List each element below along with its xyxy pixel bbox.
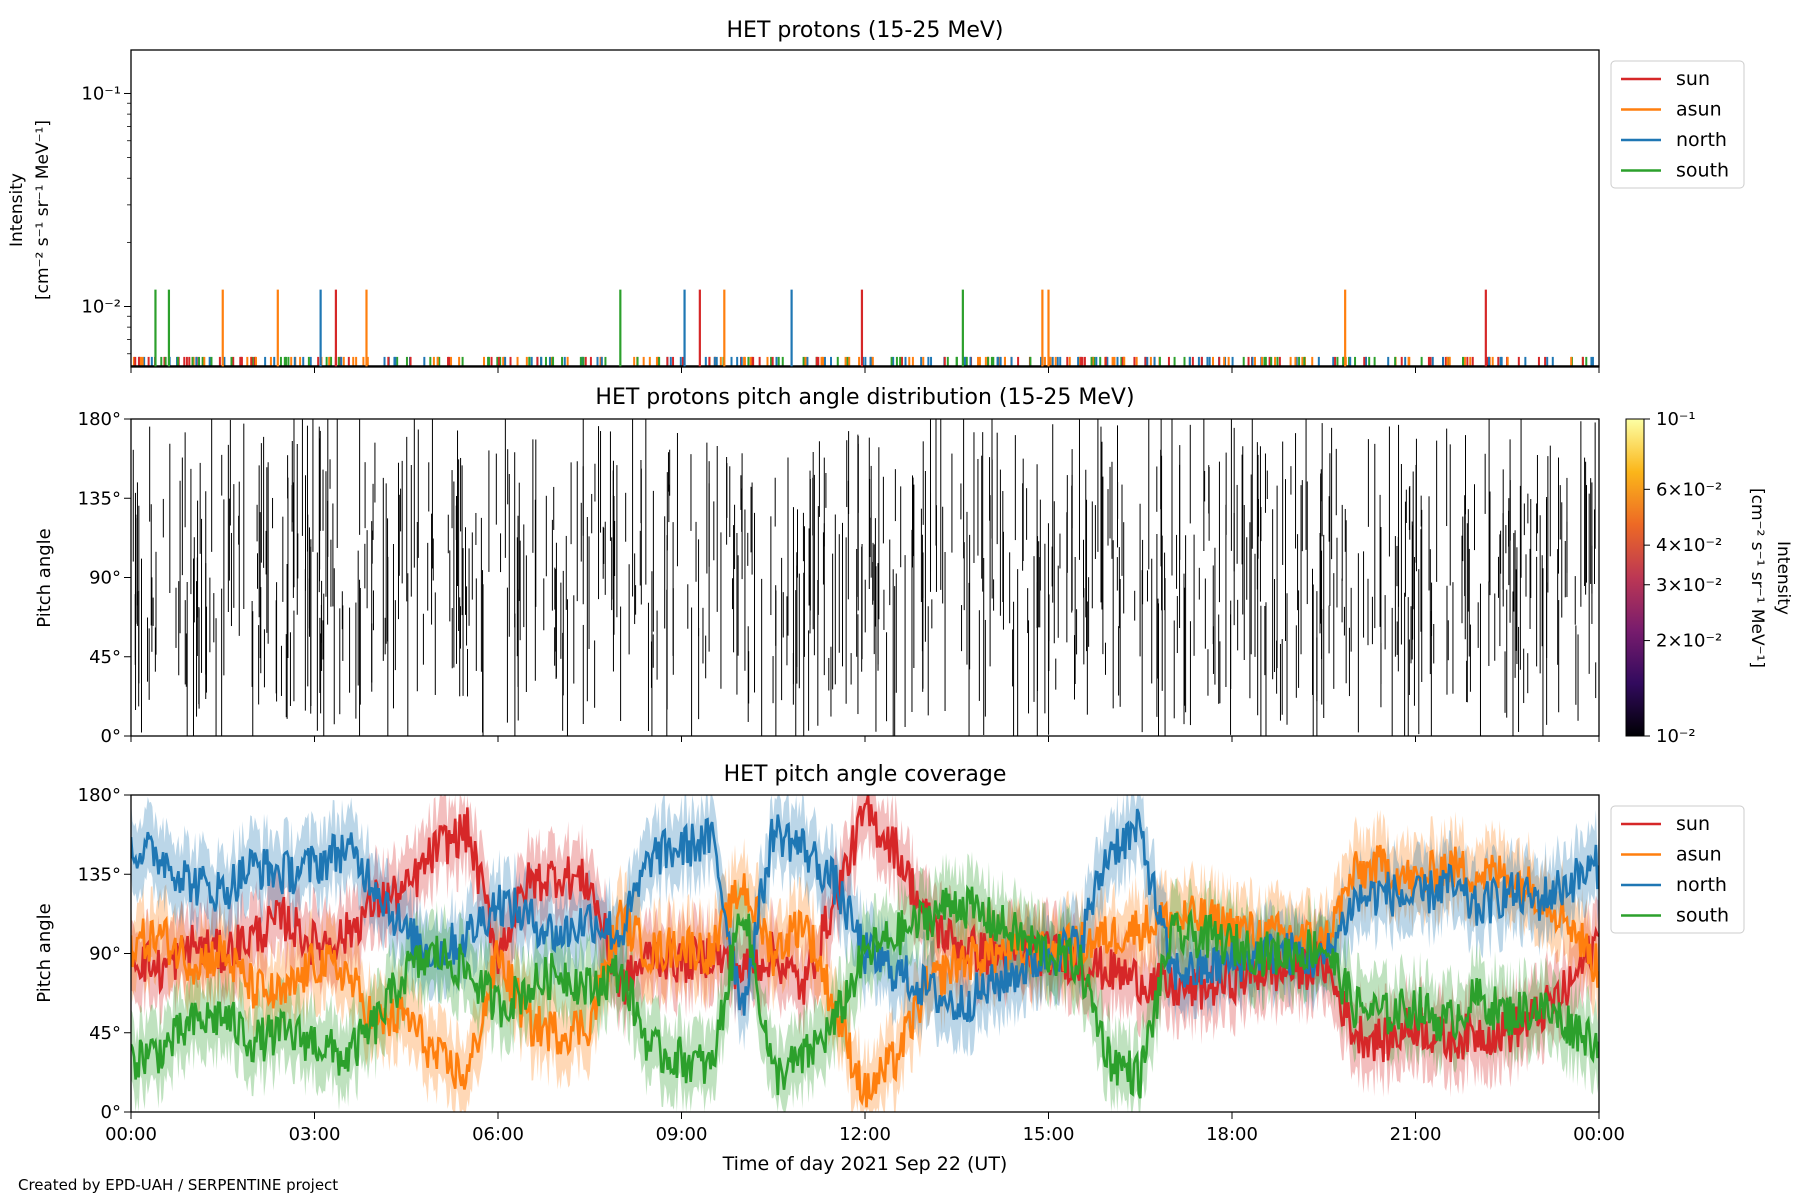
panel2-ylabel: Pitch angle — [34, 528, 55, 627]
panel3-y-tick-label: 180° — [78, 785, 121, 806]
coverage-line-south — [131, 884, 1599, 1099]
colorbar-units: [cm⁻² s⁻¹ sr⁻¹ MeV⁻¹] — [1747, 488, 1767, 668]
colorbar-tick-label: 4×10⁻² — [1656, 535, 1722, 556]
coverage-band-north — [131, 795, 1599, 1057]
panel-pitch-angle-distribution: HET protons pitch angle distribution (15… — [34, 385, 1793, 747]
colorbar-tick-label: 2×10⁻² — [1656, 631, 1722, 652]
panel1-frame — [130, 49, 1600, 368]
x-tick-label: 18:00 — [1206, 1124, 1258, 1145]
x-tick-label: 00:00 — [1573, 1124, 1625, 1145]
panel2-frame — [130, 418, 1600, 737]
colorbar-tick-label: 3×10⁻² — [1656, 575, 1722, 596]
panel2-plot-area — [132, 419, 1597, 736]
panel1-y-tick-label: 10⁻² — [81, 297, 121, 318]
panel1-plot-area — [131, 289, 1599, 367]
coverage-line-north — [131, 808, 1599, 1023]
colorbar-ticks: 10⁻¹ 6×10⁻² 4×10⁻² 3×10⁻² 2×10⁻² 10⁻² — [1644, 409, 1722, 747]
legend-label-south: south — [1676, 905, 1729, 927]
coverage-line-sun — [131, 795, 1599, 1063]
legend-box — [1610, 805, 1745, 934]
legend-label-sun: sun — [1676, 68, 1710, 90]
colorbar-label: Intensity — [1773, 541, 1793, 615]
panel3-ylabel: Pitch angle — [34, 903, 55, 1002]
panel3-plot-area — [131, 795, 1599, 1112]
x-tick-label: 00:00 — [105, 1124, 157, 1145]
coverage-band-sun — [131, 795, 1599, 1098]
panel3-y-tick-label: 135° — [78, 864, 121, 885]
legend-label-north: north — [1676, 874, 1727, 896]
panel1-ylabel-units: [cm⁻² s⁻¹ sr⁻¹ MeV⁻¹] — [33, 120, 53, 300]
x-tick-label: 06:00 — [472, 1124, 524, 1145]
legend-label-sun: sun — [1676, 813, 1710, 835]
panel1-y-axis: 10⁻¹ 10⁻² — [81, 83, 131, 355]
x-tick-label: 03:00 — [289, 1124, 341, 1145]
panel-pitch-angle-coverage: HET pitch angle coverage 0° 45° 90° 135° 180… — [34, 762, 1745, 1175]
colorbar — [1625, 418, 1645, 737]
colorbar-tick-label: 6×10⁻² — [1656, 479, 1722, 500]
panel2-x-ticks — [130, 736, 1600, 742]
x-tick-label: 09:00 — [656, 1124, 708, 1145]
legend-label-south: south — [1676, 160, 1729, 182]
legend-label-asun: asun — [1676, 99, 1722, 121]
panel1-title: HET protons (15-25 MeV) — [727, 18, 1004, 43]
footer-credit: Created by EPD-UAH / SERPENTINE project — [18, 1176, 339, 1194]
legend-box — [1610, 60, 1745, 189]
colorbar-tick-label: 10⁻² — [1656, 726, 1696, 747]
panel2-y-tick-label: 180° — [78, 409, 121, 430]
panel2-title: HET protons pitch angle distribution (15… — [595, 385, 1134, 410]
x-tick-label: 12:00 — [839, 1124, 891, 1145]
panel3-y-axis: 0° 45° 90° 135° 180° — [78, 785, 131, 1123]
panel3-legend: sun asun north south — [1610, 805, 1745, 934]
panel-intensity: HET protons (15-25 MeV) 10⁻¹ 10⁻² Intensi… — [7, 18, 1745, 373]
x-tick-label: 15:00 — [1023, 1124, 1075, 1145]
panel3-x-axis: 00:00 03:00 06:00 09:00 12:00 15:00 18:00 21:00… — [105, 1112, 1625, 1145]
x-tick-label: 21:00 — [1390, 1124, 1442, 1145]
colorbar-tick-label: 10⁻¹ — [1656, 409, 1696, 430]
panel3-title: HET pitch angle coverage — [724, 762, 1007, 787]
legend-label-north: north — [1676, 129, 1727, 151]
panel2-y-tick-label: 135° — [78, 488, 121, 509]
panel3-y-tick-label: 0° — [101, 1102, 121, 1123]
panel2-y-axis: 0° 45° 90° 135° 180° — [78, 409, 131, 747]
x-axis-label: Time of day 2021 Sep 22 (UT) — [722, 1153, 1008, 1175]
legend-label-asun: asun — [1676, 844, 1722, 866]
panel3-y-tick-label: 90° — [89, 944, 121, 965]
panel1-y-tick-label: 10⁻¹ — [81, 83, 121, 104]
panel2-y-tick-label: 90° — [89, 568, 121, 589]
panel1-legend: sun asun north south — [1610, 60, 1745, 189]
panel3-y-tick-label: 45° — [89, 1023, 121, 1044]
panel2-y-tick-label: 45° — [89, 647, 121, 668]
panel2-y-tick-label: 0° — [101, 726, 121, 747]
panel1-ylabel: Intensity — [7, 173, 27, 247]
panel1-x-ticks — [130, 367, 1600, 373]
